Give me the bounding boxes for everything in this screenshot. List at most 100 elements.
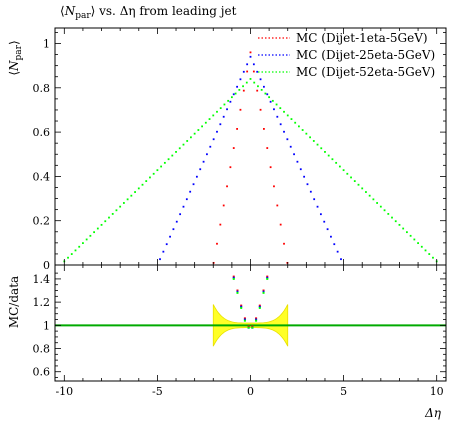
data-point bbox=[212, 138, 215, 141]
data-point bbox=[326, 228, 329, 231]
data-point bbox=[232, 93, 235, 96]
y-tick-label: 0.4 bbox=[33, 170, 51, 183]
main-y-axis-label: ⟨Npar⟩ bbox=[7, 40, 24, 75]
data-point bbox=[271, 99, 274, 102]
data-point bbox=[242, 85, 244, 88]
ratio-point bbox=[262, 289, 265, 292]
data-point bbox=[236, 128, 238, 130]
data-point bbox=[242, 89, 245, 92]
ratio-point bbox=[236, 291, 239, 294]
data-point bbox=[162, 250, 165, 253]
title-subscript: par bbox=[75, 11, 91, 21]
data-point bbox=[130, 194, 133, 197]
ratio-panel-data bbox=[55, 275, 446, 347]
data-point bbox=[402, 227, 405, 230]
data-point bbox=[216, 242, 218, 245]
legend-label: MC (Dijet-25eta-5GeV) bbox=[296, 48, 435, 62]
ylabel-prefix: ⟨ bbox=[7, 71, 21, 76]
data-point bbox=[152, 172, 155, 175]
ratio-series-2 bbox=[232, 276, 269, 329]
data-point bbox=[74, 249, 77, 252]
data-point bbox=[159, 258, 161, 261]
data-point bbox=[299, 168, 302, 171]
data-point bbox=[82, 242, 84, 245]
data-point bbox=[333, 243, 336, 246]
data-point bbox=[134, 191, 136, 193]
title-suffix: ⟩ vs. Δη from leading jet bbox=[91, 4, 237, 18]
data-point bbox=[306, 183, 309, 186]
data-point bbox=[249, 55, 252, 58]
data-point bbox=[320, 147, 323, 150]
ratio-point bbox=[243, 319, 246, 322]
ylabel-suffix: ⟩ bbox=[7, 40, 21, 45]
ratio-point bbox=[240, 306, 243, 309]
data-point bbox=[186, 140, 189, 142]
y-tick-label: 1 bbox=[43, 38, 50, 51]
data-point bbox=[190, 136, 192, 139]
data-point bbox=[309, 190, 312, 193]
axes: -10 -5 0 5 10 0 0.2 0.4 0.6 0.8 1 0.6 0.8 1 1.2 1.4 bbox=[33, 27, 447, 398]
data-point bbox=[283, 242, 285, 245]
data-point bbox=[289, 145, 292, 148]
title-main: N bbox=[64, 4, 76, 18]
data-point bbox=[275, 103, 278, 106]
x-tick-label: 10 bbox=[430, 385, 444, 398]
data-point bbox=[331, 158, 334, 161]
data-point bbox=[239, 78, 242, 81]
ratio-y-tick-label: 0.8 bbox=[33, 343, 51, 356]
y-tick-label: 0.2 bbox=[33, 215, 51, 228]
data-point bbox=[279, 123, 282, 126]
data-point bbox=[268, 96, 271, 99]
data-point bbox=[256, 89, 259, 92]
data-point bbox=[145, 180, 148, 182]
data-point bbox=[253, 81, 256, 84]
data-point bbox=[342, 169, 345, 172]
data-point bbox=[199, 168, 202, 171]
data-point bbox=[238, 88, 241, 91]
x-tick-label: -10 bbox=[55, 385, 73, 398]
legend: MC (Dijet-1eta-5GeV) MC (Dijet-25eta-5GeV… bbox=[258, 31, 435, 79]
ratio-point bbox=[240, 304, 243, 307]
data-point bbox=[313, 198, 316, 201]
data-point bbox=[222, 204, 225, 207]
ratio-point bbox=[251, 325, 254, 328]
data-point bbox=[108, 216, 110, 219]
ratio-point bbox=[240, 305, 243, 308]
data-point bbox=[149, 176, 151, 179]
data-point bbox=[336, 250, 339, 253]
data-point bbox=[226, 185, 228, 188]
ratio-y-tick-label: 0.6 bbox=[33, 366, 51, 379]
legend-entry: MC (Dijet-52eta-5GeV) bbox=[258, 65, 435, 79]
series-3 bbox=[63, 78, 438, 263]
data-point bbox=[409, 234, 412, 237]
data-point bbox=[67, 256, 69, 259]
ratio-point bbox=[236, 290, 239, 293]
data-point bbox=[273, 185, 275, 188]
ratio-series-3 bbox=[232, 277, 269, 329]
data-point bbox=[93, 231, 95, 234]
data-point bbox=[137, 187, 140, 190]
data-point bbox=[78, 245, 81, 248]
data-point bbox=[208, 118, 211, 120]
data-point bbox=[242, 70, 245, 73]
data-point bbox=[266, 93, 269, 96]
data-point bbox=[104, 220, 107, 223]
ratio-point bbox=[266, 275, 269, 278]
data-point bbox=[365, 191, 367, 193]
data-point bbox=[252, 63, 255, 66]
data-point bbox=[201, 125, 203, 128]
data-point bbox=[219, 107, 222, 110]
data-point bbox=[122, 202, 125, 204]
data-point bbox=[236, 85, 238, 88]
ratio-y-tick-label: 1.2 bbox=[33, 296, 51, 309]
legend-label: MC (Dijet-52eta-5GeV) bbox=[296, 65, 435, 79]
data-point bbox=[309, 136, 311, 139]
x-tick-label: -5 bbox=[152, 385, 163, 398]
data-point bbox=[319, 213, 322, 216]
data-point bbox=[424, 249, 427, 252]
data-point bbox=[279, 107, 282, 110]
data-point bbox=[398, 223, 401, 226]
data-point bbox=[368, 194, 371, 197]
y-tick-label: 0.6 bbox=[33, 126, 51, 139]
data-point bbox=[266, 147, 269, 149]
